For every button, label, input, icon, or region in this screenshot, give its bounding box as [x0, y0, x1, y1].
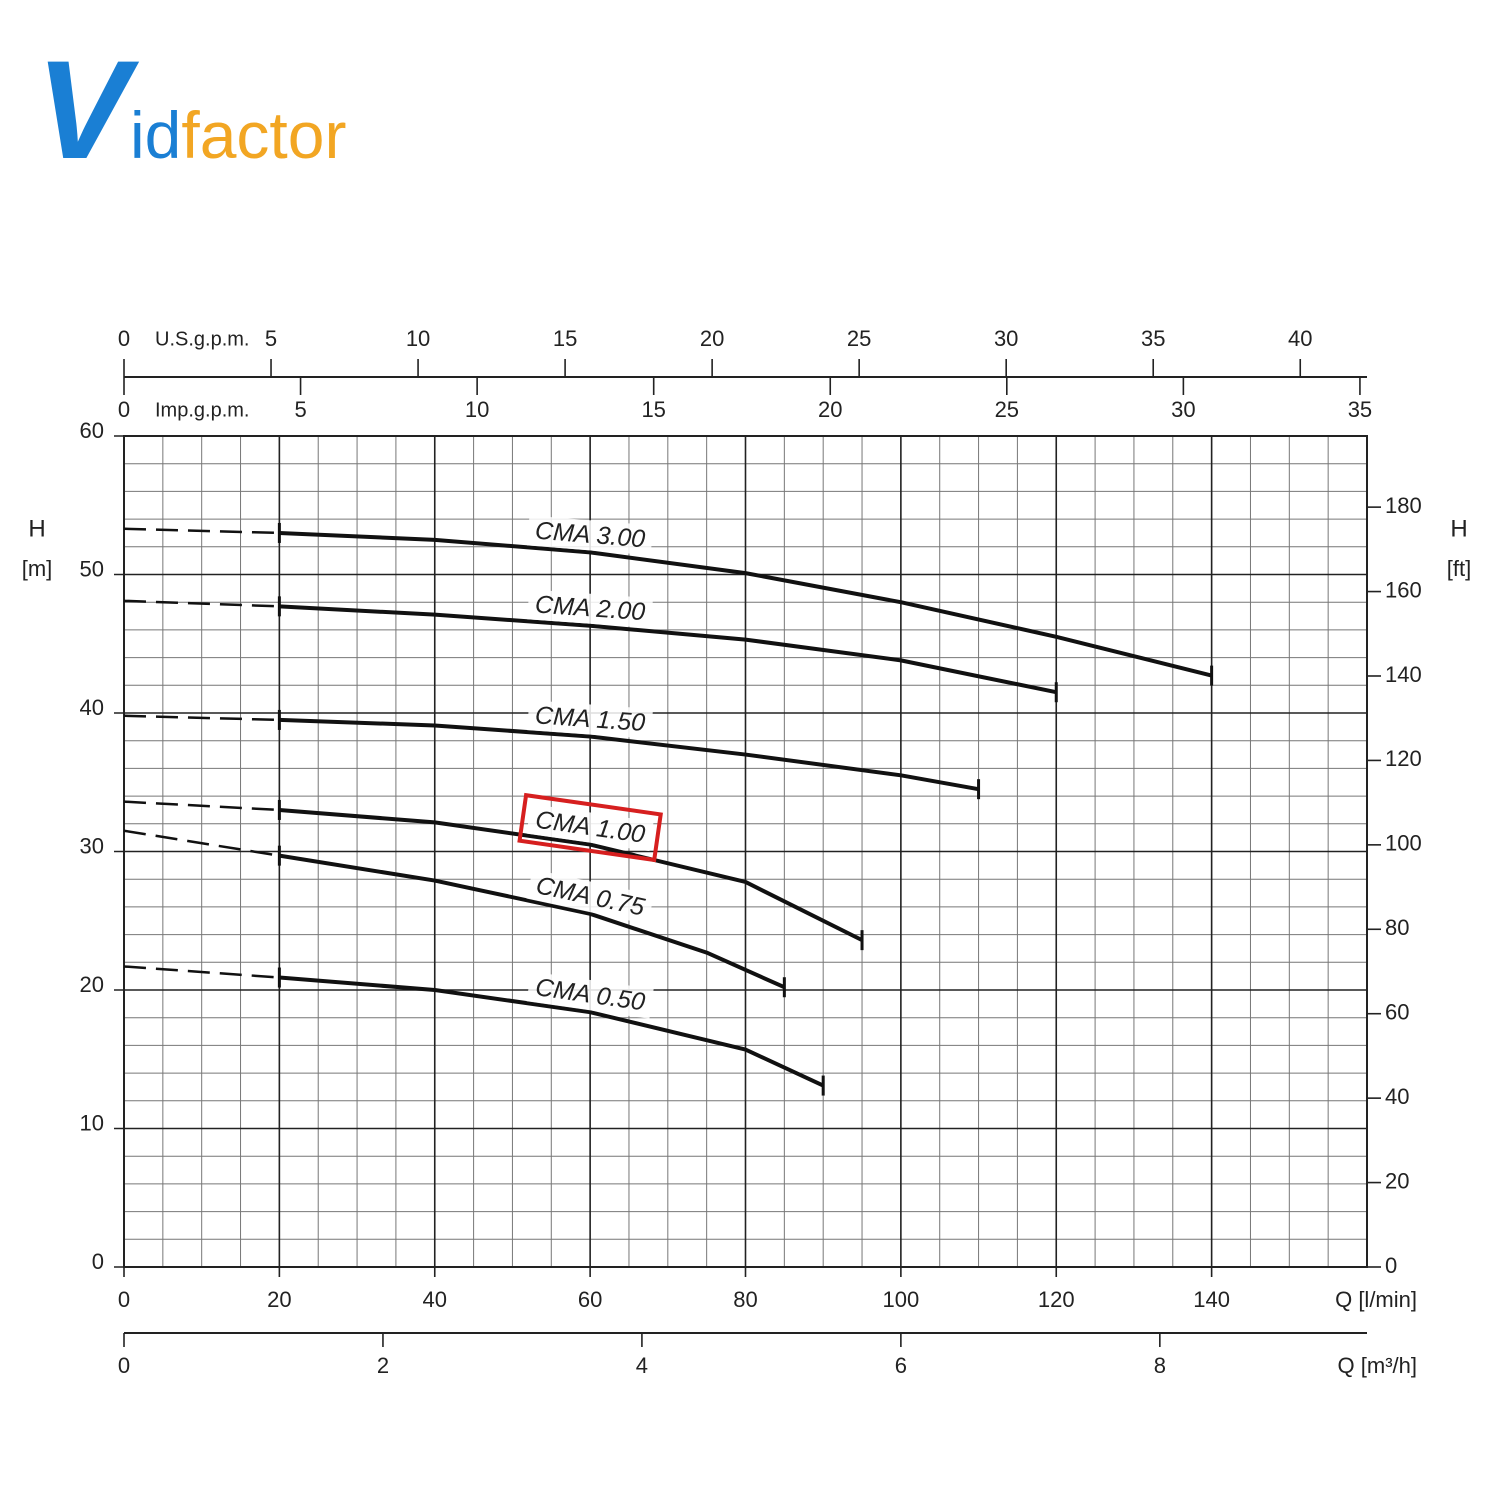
label-backdrop: [526, 803, 654, 852]
curve-label-group: CMA 1.50: [527, 700, 653, 739]
chart: 0102030405060H[m]02040608010012014016018…: [22, 326, 1472, 1378]
curve-dashed: [123, 599, 280, 608]
x-axis-label: Q [l/min]: [1335, 1287, 1417, 1312]
logo-factor: factor: [181, 98, 346, 172]
x-tick-label: 80: [733, 1287, 757, 1312]
top-tick-label: 25: [995, 397, 1019, 422]
x2-tick-label: 4: [636, 1353, 648, 1378]
label-backdrop: [527, 700, 653, 739]
x2-tick-label: 0: [118, 1353, 130, 1378]
y-tick-label: 40: [80, 695, 104, 720]
top-axis-label: U.S.g.p.m.: [155, 328, 249, 350]
curve: [279, 604, 1057, 695]
x-tick-label: 0: [118, 1287, 130, 1312]
x-tick-label: 20: [267, 1287, 291, 1312]
y2-tick-label: 140: [1385, 662, 1422, 687]
top-tick-label: 40: [1288, 326, 1312, 351]
y2-tick-label: 100: [1385, 831, 1422, 856]
top-tick-label: 10: [406, 326, 430, 351]
y-tick-label: 20: [80, 972, 104, 997]
curve: [279, 807, 863, 942]
curve: [279, 975, 825, 1088]
curve-label-group: CMA 2.00: [527, 589, 653, 629]
top-tick-label: 25: [847, 326, 871, 351]
top-tick-label: 10: [465, 397, 489, 422]
top-tick-label: 35: [1141, 326, 1165, 351]
top-tick-label: 5: [265, 326, 277, 351]
x-tick-label: 140: [1193, 1287, 1230, 1312]
y-tick-label: 10: [80, 1110, 104, 1135]
curve-label-group: CMA 1.00: [517, 792, 663, 863]
curve-label-group: CMA 3.00: [527, 515, 654, 556]
y2-tick-label: 80: [1385, 915, 1409, 940]
y2-tick-label: 0: [1385, 1253, 1397, 1278]
x2-tick-label: 2: [377, 1353, 389, 1378]
top-tick-label: 0: [118, 397, 130, 422]
curve-dashed: [123, 965, 280, 979]
y-tick-label: 30: [80, 833, 104, 858]
top-tick-label: 20: [818, 397, 842, 422]
y2-axis-unit: [ft]: [1447, 556, 1471, 581]
curve-dashed: [123, 527, 280, 535]
y-tick-label: 60: [80, 418, 104, 443]
y2-tick-label: 180: [1385, 493, 1422, 518]
logo-id: id: [130, 98, 181, 172]
top-axis-label: Imp.g.p.m.: [155, 399, 249, 421]
top-tick-label: 5: [294, 397, 306, 422]
x-tick-label: 100: [883, 1287, 920, 1312]
y-tick-label: 0: [92, 1249, 104, 1274]
logo: V idfactor: [36, 31, 346, 188]
y-tick-label: 50: [80, 556, 104, 581]
highlight-box: [517, 792, 663, 863]
curve: [279, 717, 979, 792]
logo-mark: V: [36, 31, 140, 188]
y-axis-name: H: [28, 515, 45, 542]
x-tick-label: 120: [1038, 1287, 1075, 1312]
label-backdrop: [527, 589, 653, 629]
curve-dashed: [123, 800, 280, 812]
x-tick-label: 40: [423, 1287, 447, 1312]
top-tick-label: 15: [553, 326, 577, 351]
logo-text: idfactor: [130, 98, 346, 172]
top-tick-label: 20: [700, 326, 724, 351]
y-axis-unit: [m]: [22, 556, 53, 581]
label-backdrop: [527, 515, 654, 556]
curve: [279, 530, 1213, 678]
x2-tick-label: 6: [895, 1353, 907, 1378]
y2-tick-label: 20: [1385, 1168, 1409, 1193]
curve: [279, 853, 786, 990]
top-tick-label: 35: [1348, 397, 1372, 422]
x2-tick-label: 8: [1154, 1353, 1166, 1378]
y2-tick-label: 160: [1385, 577, 1422, 602]
y2-tick-label: 120: [1385, 746, 1422, 771]
top-tick-label: 15: [641, 397, 665, 422]
label-backdrop: [526, 869, 654, 925]
top-tick-label: 30: [1171, 397, 1195, 422]
label-backdrop: [526, 971, 654, 1019]
y2-tick-label: 40: [1385, 1084, 1409, 1109]
x2-axis-label: Q [m³/h]: [1338, 1353, 1417, 1378]
top-tick-label: 30: [994, 326, 1018, 351]
top-tick-label: 0: [118, 326, 130, 351]
curve-dashed: [123, 829, 280, 857]
y2-tick-label: 60: [1385, 1000, 1409, 1025]
y2-axis-name: H: [1450, 515, 1467, 542]
curve-dashed: [123, 714, 280, 722]
x-tick-label: 60: [578, 1287, 602, 1312]
